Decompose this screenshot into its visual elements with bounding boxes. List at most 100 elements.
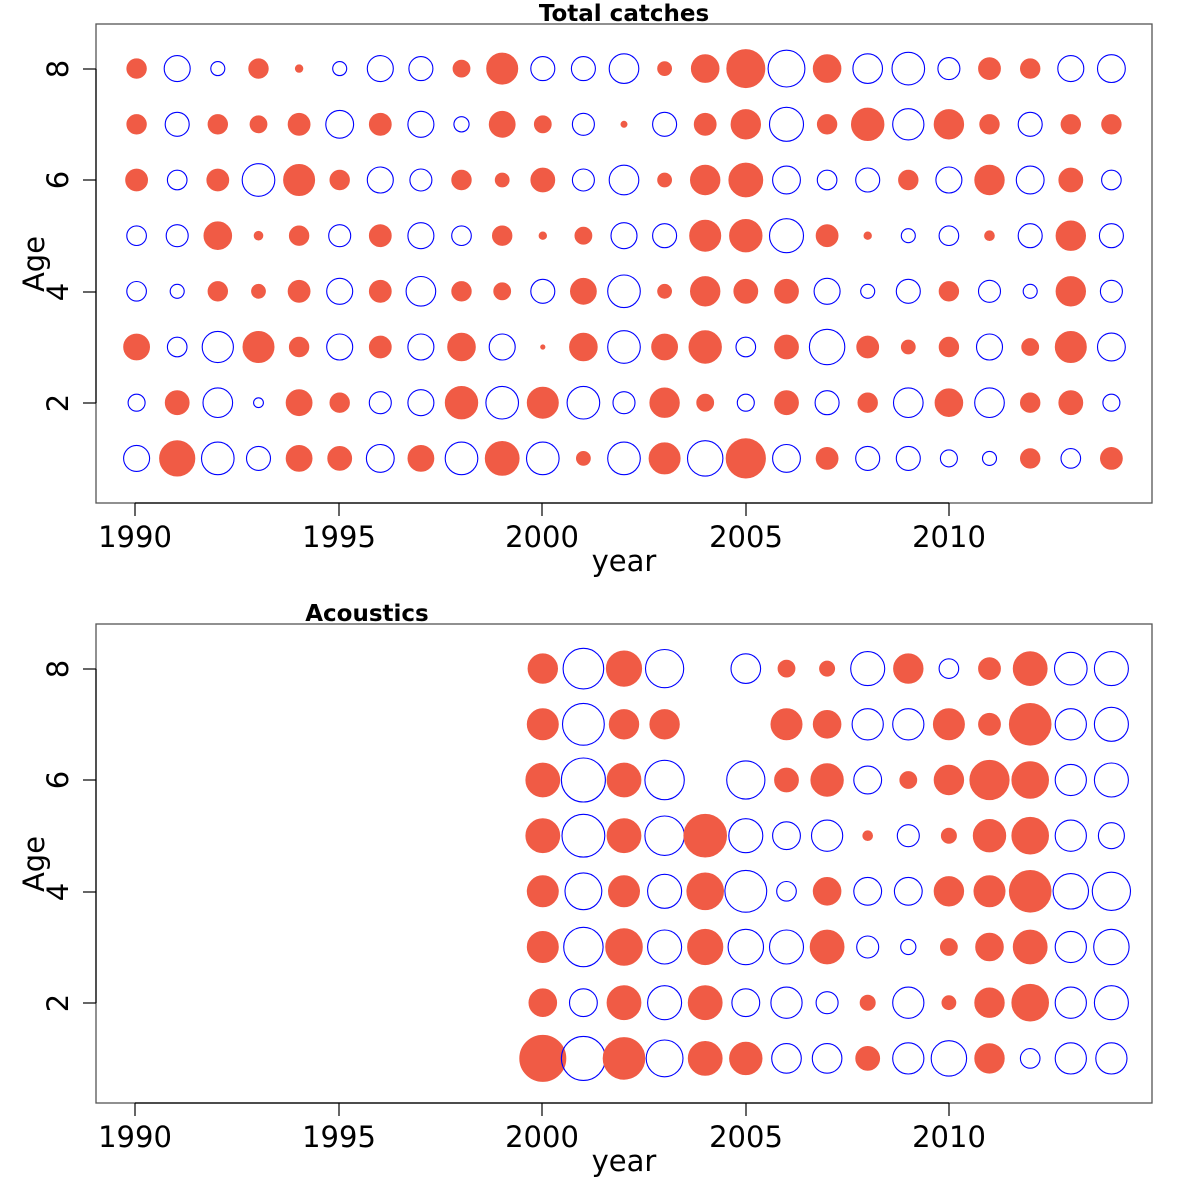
negative-residual-bubble [647, 929, 683, 965]
positive-residual-bubble [1058, 167, 1084, 193]
positive-residual-bubble [863, 231, 872, 240]
positive-residual-bubble [777, 659, 796, 678]
x-axis-label: year [592, 1144, 657, 1178]
positive-residual-bubble [605, 928, 643, 966]
negative-residual-bubble [570, 56, 596, 82]
positive-residual-bubble [851, 107, 885, 141]
negative-residual-bubble [728, 818, 764, 854]
positive-residual-bubble [815, 446, 839, 470]
negative-residual-bubble [123, 444, 151, 472]
negative-residual-bubble [488, 333, 516, 361]
negative-residual-bubble [1054, 1042, 1087, 1075]
negative-residual-bubble [407, 333, 435, 361]
negative-residual-bubble [407, 389, 435, 417]
negative-residual-bubble [776, 880, 797, 902]
negative-residual-bubble [1017, 223, 1043, 249]
positive-residual-bubble [729, 218, 763, 253]
panel-title: Total catches [539, 1, 709, 27]
negative-residual-bubble [1054, 763, 1087, 797]
positive-residual-bubble [526, 931, 559, 964]
positive-residual-bubble [285, 444, 313, 472]
positive-residual-bubble [696, 393, 715, 412]
negative-residual-bubble [1093, 985, 1129, 1021]
negative-residual-bubble [652, 223, 678, 249]
negative-residual-bubble [607, 330, 641, 364]
positive-residual-bubble [285, 389, 313, 417]
negative-residual-bubble [735, 336, 757, 358]
negative-residual-bubble [853, 876, 883, 906]
negative-residual-bubble [126, 225, 147, 247]
negative-residual-bubble [645, 1039, 684, 1078]
y-tick-label: 2 [41, 994, 75, 1012]
positive-residual-bubble [938, 336, 960, 358]
negative-residual-bubble [644, 648, 685, 689]
negative-residual-bubble [811, 1043, 843, 1074]
positive-residual-bubble [770, 708, 803, 741]
positive-residual-bubble [857, 392, 878, 413]
negative-residual-bubble [644, 815, 685, 856]
negative-residual-bubble [813, 277, 841, 305]
positive-residual-bubble [940, 827, 957, 844]
y-tick-label: 4 [41, 883, 75, 901]
positive-residual-bubble [452, 59, 471, 78]
negative-residual-bubble [937, 57, 961, 81]
negative-residual-bubble [893, 876, 923, 906]
x-tick-label: 1990 [98, 520, 172, 554]
negative-residual-bubble [1093, 706, 1129, 742]
negative-residual-bubble [405, 275, 437, 307]
positive-residual-bubble [251, 283, 266, 299]
negative-residual-bubble [328, 224, 352, 248]
positive-residual-bubble [538, 231, 547, 240]
negative-residual-bubble [366, 55, 394, 83]
x-tick-label: 2000 [505, 1120, 579, 1154]
negative-residual-bubble [325, 109, 355, 139]
negative-residual-bubble [816, 169, 838, 191]
negative-residual-bubble [1093, 651, 1129, 687]
positive-residual-bubble [164, 390, 190, 416]
negative-residual-bubble [810, 819, 844, 852]
negative-residual-bubble [851, 708, 884, 741]
negative-residual-bubble [1054, 708, 1087, 741]
negative-residual-bubble [561, 813, 606, 858]
positive-residual-bubble [730, 109, 762, 140]
positive-residual-bubble [683, 813, 727, 858]
positive-residual-bubble [606, 985, 642, 1021]
positive-residual-bubble [893, 653, 924, 684]
negative-residual-bubble [610, 222, 638, 250]
positive-residual-bubble [447, 332, 476, 362]
positive-residual-bubble [1019, 58, 1041, 79]
x-tick-label: 2005 [709, 1120, 783, 1154]
negative-residual-bubble [485, 385, 520, 420]
positive-residual-bubble [649, 387, 680, 418]
negative-residual-bubble [1054, 819, 1087, 852]
negative-residual-bubble [900, 228, 916, 244]
positive-residual-bubble [327, 445, 353, 471]
positive-residual-bubble [368, 335, 392, 359]
negative-residual-bubble [855, 167, 881, 193]
negative-residual-bubble [562, 647, 605, 690]
positive-residual-bubble [1011, 983, 1049, 1022]
positive-residual-bubble [486, 52, 519, 85]
positive-residual-bubble [693, 112, 717, 136]
positive-residual-bubble [526, 875, 559, 908]
positive-residual-bubble [602, 1037, 646, 1080]
positive-residual-bubble [294, 64, 304, 73]
positive-residual-bubble [972, 819, 1007, 853]
positive-residual-bubble [444, 386, 479, 420]
positive-residual-bubble [978, 657, 1001, 680]
positive-residual-bubble [978, 712, 1001, 736]
bubble-layer [519, 647, 1132, 1082]
y-tick-label: 6 [41, 771, 75, 789]
negative-residual-bubble [444, 441, 479, 476]
positive-residual-bubble [688, 330, 722, 364]
negative-residual-bubble [892, 986, 925, 1019]
negative-residual-bubble [855, 445, 881, 471]
positive-residual-bubble [1008, 869, 1052, 913]
y-tick-label: 4 [41, 283, 75, 301]
negative-residual-bubble [1015, 165, 1045, 195]
positive-residual-bubble [1019, 448, 1041, 469]
negative-residual-bubble [453, 116, 470, 133]
negative-residual-bubble [571, 112, 595, 136]
positive-residual-bubble [974, 987, 1005, 1018]
positive-residual-bubble [126, 114, 147, 135]
